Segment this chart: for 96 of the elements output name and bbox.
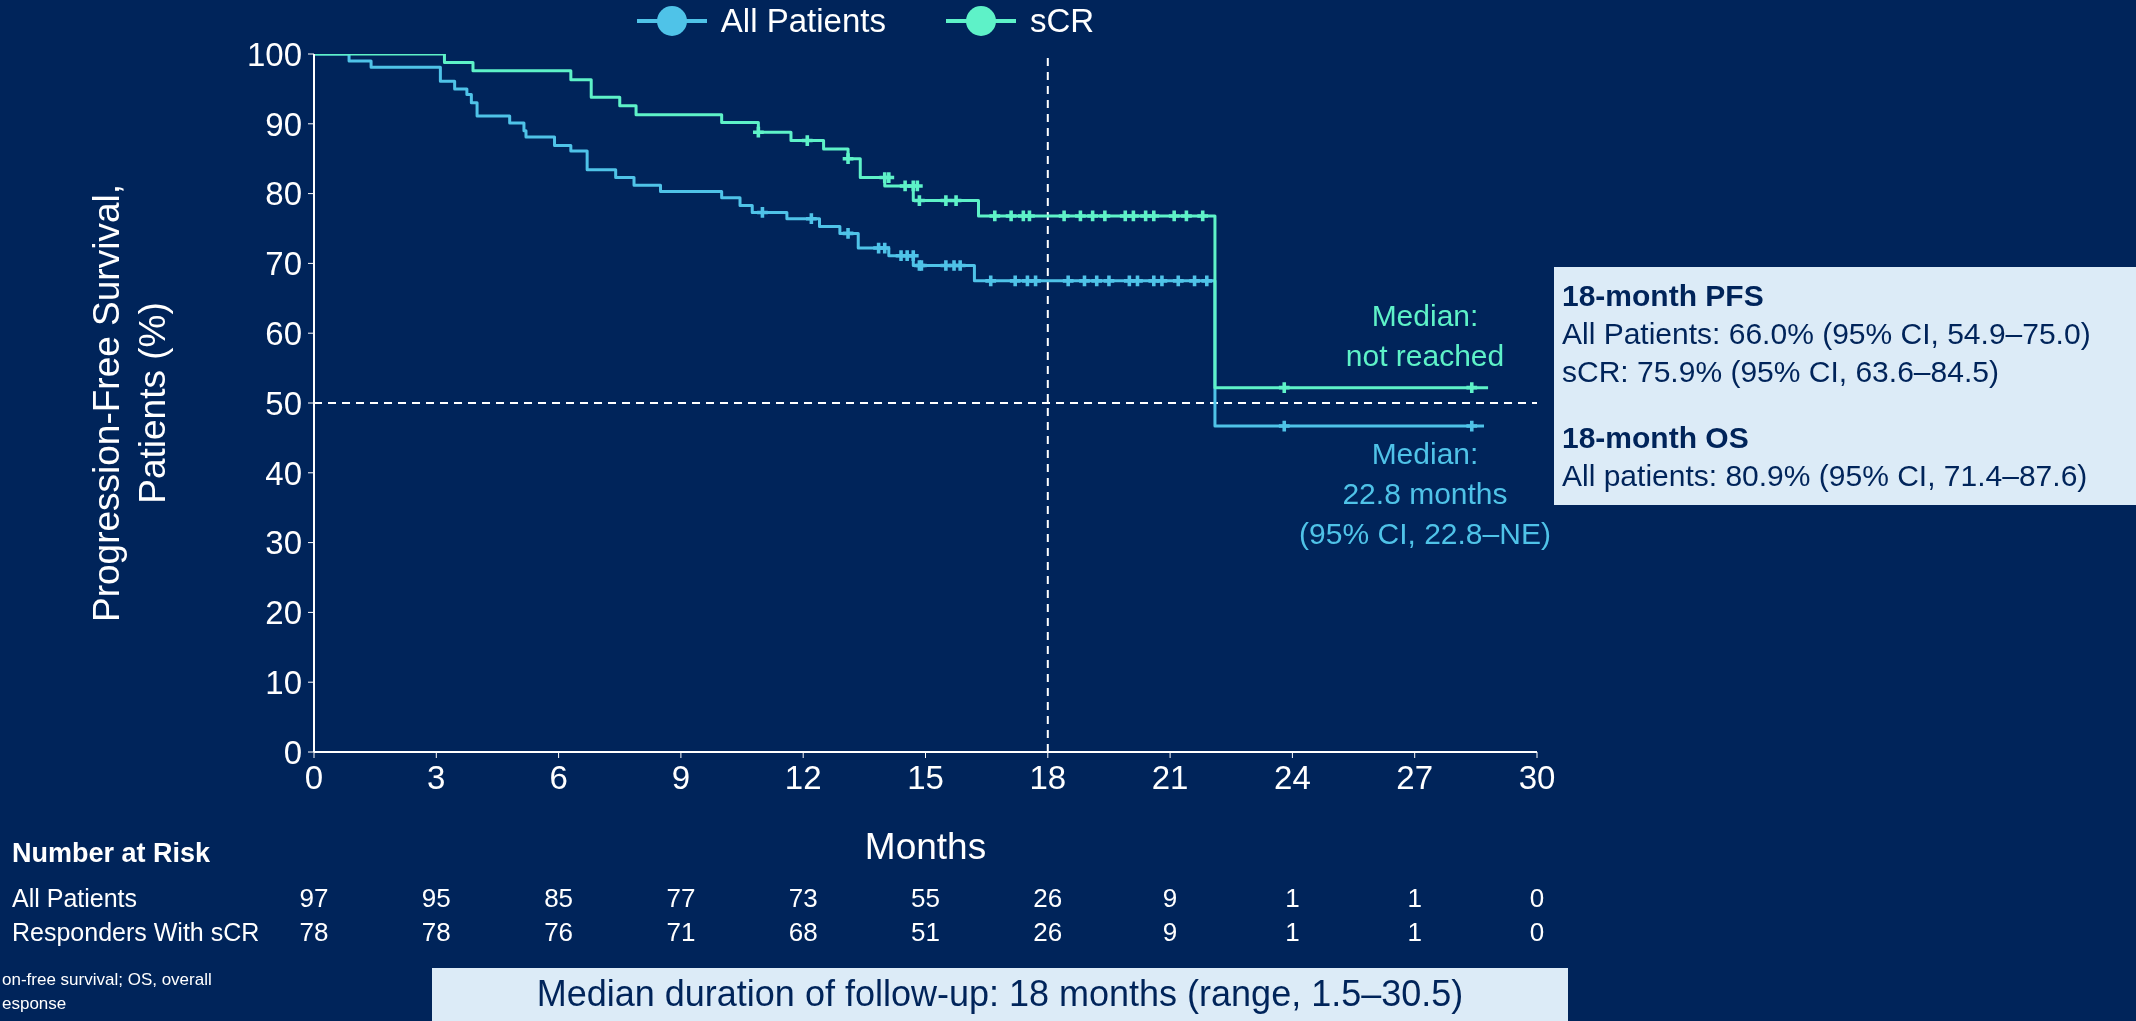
text: 73 bbox=[787, 883, 819, 914]
y-tick-label: 70 bbox=[265, 245, 302, 283]
text: Responders With sCR bbox=[12, 918, 260, 947]
text: 0 bbox=[1528, 917, 1546, 948]
text: All Patients: 66.0% (95% CI, 54.9–75.0) bbox=[1562, 316, 2092, 352]
text: 78 bbox=[298, 917, 330, 948]
y-tick-label: 40 bbox=[265, 454, 302, 492]
text: 71 bbox=[665, 917, 697, 948]
text: 18-month OS bbox=[1562, 420, 1750, 456]
text: 97 bbox=[298, 883, 330, 914]
y-tick-label: 50 bbox=[265, 384, 302, 422]
text: Number at Risk bbox=[12, 838, 211, 869]
point bbox=[1132, 275, 1143, 287]
y-tick-label: 90 bbox=[265, 105, 302, 143]
text: sCR: 75.9% (95% CI, 63.6–84.5) bbox=[1562, 354, 2000, 390]
point bbox=[1172, 275, 1184, 287]
point bbox=[1005, 210, 1017, 222]
point bbox=[1197, 210, 1209, 222]
x-tick-label: 30 bbox=[1518, 759, 1556, 797]
text: All Patients bbox=[12, 884, 138, 913]
x-tick-label: 21 bbox=[1151, 759, 1189, 797]
text: esponse bbox=[2, 993, 68, 1015]
x-axis-title: Months bbox=[863, 826, 988, 868]
point bbox=[1189, 275, 1200, 287]
point bbox=[879, 242, 891, 254]
point bbox=[1278, 382, 1290, 394]
text: 18-month PFS bbox=[1562, 278, 1765, 314]
y-tick-label: 20 bbox=[265, 594, 302, 632]
text: 68 bbox=[787, 917, 819, 948]
point bbox=[989, 210, 1001, 222]
text: 76 bbox=[543, 917, 575, 948]
point bbox=[1030, 275, 1041, 287]
text: 26 bbox=[1032, 917, 1064, 948]
point bbox=[1148, 210, 1160, 222]
y-tick-label: 30 bbox=[265, 524, 302, 562]
annotation: Median: 22.8 months (95% CI, 22.8–NE) bbox=[1299, 437, 1551, 550]
text: 95 bbox=[420, 883, 452, 914]
y-tick-label: 10 bbox=[265, 663, 302, 701]
text: 77 bbox=[665, 883, 697, 914]
point bbox=[1058, 210, 1070, 222]
legend-label: All Patients bbox=[720, 2, 886, 40]
point bbox=[801, 135, 813, 146]
point bbox=[1075, 210, 1086, 222]
text: 1 bbox=[1406, 917, 1423, 948]
y-tick-label: 0 bbox=[283, 733, 302, 771]
point bbox=[752, 126, 764, 138]
point bbox=[805, 213, 817, 225]
text: 26 bbox=[1032, 883, 1064, 914]
text: 1 bbox=[1406, 883, 1423, 914]
point bbox=[1168, 210, 1180, 222]
y-tick-label: 80 bbox=[265, 175, 302, 213]
text: 1 bbox=[1284, 883, 1301, 914]
point bbox=[1278, 420, 1290, 432]
point bbox=[1103, 275, 1115, 287]
point bbox=[1062, 275, 1074, 287]
text: 51 bbox=[910, 917, 941, 948]
x-tick-label: 3 bbox=[427, 759, 446, 797]
x-tick-label: 9 bbox=[671, 759, 691, 797]
point bbox=[1156, 275, 1168, 287]
text: All patients: 80.9% (95% CI, 71.4–87.6) bbox=[1562, 458, 2089, 494]
point bbox=[842, 228, 854, 239]
point bbox=[1091, 275, 1103, 287]
text: 55 bbox=[910, 883, 941, 914]
point bbox=[1009, 275, 1021, 287]
point bbox=[950, 195, 962, 206]
text: 0 bbox=[1528, 883, 1546, 914]
x-tick-label: 18 bbox=[1029, 759, 1067, 797]
point bbox=[1079, 275, 1090, 287]
text: 1 bbox=[1284, 917, 1301, 948]
point bbox=[1128, 210, 1139, 222]
x-tick-label: 24 bbox=[1274, 759, 1311, 797]
point bbox=[1087, 210, 1099, 222]
y-tick-label: 100 bbox=[246, 35, 302, 73]
x-tick-label: 12 bbox=[784, 759, 822, 797]
point bbox=[1466, 420, 1478, 432]
text: 85 bbox=[543, 883, 575, 914]
point bbox=[940, 195, 952, 206]
point bbox=[1201, 275, 1213, 287]
point bbox=[1024, 210, 1035, 222]
legend-label: sCR bbox=[1029, 2, 1095, 40]
x-tick-label: 27 bbox=[1396, 759, 1434, 797]
x-tick-label: 15 bbox=[907, 759, 944, 797]
point bbox=[1466, 382, 1478, 394]
text: 78 bbox=[420, 917, 452, 948]
text: on-free survival; OS, overall bbox=[2, 969, 212, 991]
y-axis-title: Progression-Free Survival, Patients (%) bbox=[85, 183, 174, 624]
x-tick-label: 6 bbox=[549, 759, 568, 797]
text: 9 bbox=[1161, 883, 1179, 914]
point bbox=[1181, 210, 1192, 222]
text: Median duration of follow-up: 18 months (range, 1.5–30.5) bbox=[432, 968, 1568, 1021]
point bbox=[842, 153, 854, 165]
y-tick-label: 60 bbox=[265, 314, 302, 352]
text: 9 bbox=[1161, 917, 1179, 948]
annotation: Median: not reached bbox=[1345, 299, 1505, 372]
point bbox=[985, 275, 997, 287]
point bbox=[1099, 210, 1111, 222]
